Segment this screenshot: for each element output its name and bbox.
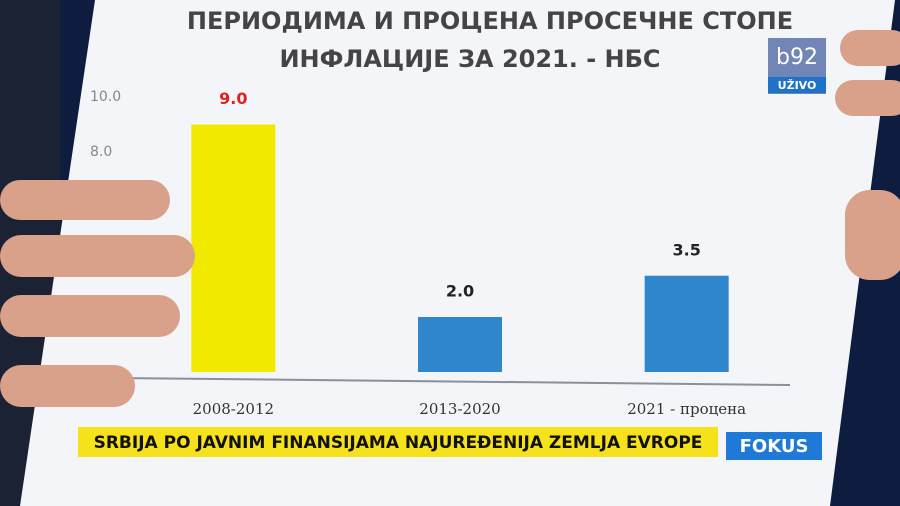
- right-hand: [835, 30, 900, 280]
- chart-title: ИНФЛАЦИЈЕ ЗА 2021. - НБС: [279, 45, 660, 73]
- chart-title: ПЕРИОДИМА И ПРОЦЕНА ПРОСЕЧНЕ СТОПЕ: [187, 7, 793, 35]
- ticker-bar: [78, 427, 718, 457]
- show-label: FOKUS: [740, 436, 809, 457]
- y-tick-label: 10.0: [90, 89, 121, 105]
- logo: b92: [776, 45, 818, 70]
- bar: [418, 317, 502, 372]
- x-tick-label: 2008-2012: [193, 400, 274, 418]
- x-tick-label: 2013-2020: [419, 400, 500, 418]
- x-axis: [119, 377, 791, 386]
- ticker-text: SRBIJA PO JAVNIM FINANSIJAMA NAJUREĐENIJ…: [94, 433, 703, 453]
- bar: [644, 275, 729, 372]
- x-tick-label: 2021 - процена: [627, 400, 746, 418]
- y-tick-label: 8.0: [90, 144, 112, 160]
- show-badge: [726, 432, 822, 460]
- value-label: 9.0: [219, 89, 247, 108]
- value-label: 3.5: [672, 240, 700, 259]
- bar: [191, 124, 276, 372]
- live-badge: [768, 77, 826, 93]
- live-label: UŽIVO: [778, 79, 817, 92]
- left-hand: [0, 180, 195, 407]
- value-label: 2.0: [446, 282, 474, 301]
